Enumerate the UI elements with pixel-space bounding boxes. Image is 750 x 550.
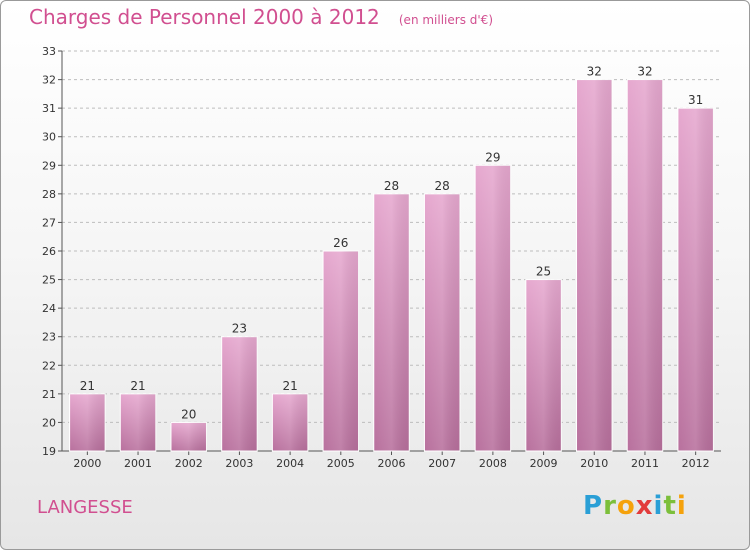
bar-shine: [525, 279, 562, 451]
data-label: 32: [637, 65, 652, 79]
title-row: Charges de Personnel 2000 à 2012 (en mil…: [29, 5, 493, 29]
bar-shine: [424, 193, 460, 451]
data-label: 20: [181, 407, 196, 421]
y-tick-label: 31: [42, 102, 56, 115]
y-tick-label: 19: [42, 445, 56, 458]
x-tick-label: 2005: [327, 457, 355, 470]
data-label: 23: [232, 322, 247, 336]
data-label: 26: [333, 236, 348, 250]
data-label: 32: [587, 65, 602, 79]
chart-subtitle: (en milliers d'€): [398, 13, 493, 27]
y-tick-labels: 19 20 21 22 23 24 25 26 27 28 29 30 31 32 33: [42, 45, 56, 458]
y-tick-label: 32: [42, 74, 56, 87]
x-tick-label: 2007: [428, 457, 456, 470]
y-tick-label: 24: [42, 302, 56, 315]
y-tick-label: 23: [42, 331, 56, 344]
x-tick-label: 2000: [73, 457, 101, 470]
bar-shine: [120, 393, 156, 451]
data-label: 29: [485, 150, 500, 164]
logo-letter: r: [603, 491, 617, 521]
bars: [69, 79, 714, 452]
data-label: 21: [130, 379, 145, 393]
data-label: 21: [282, 379, 297, 393]
y-tick-label: 29: [42, 159, 56, 172]
y-tick-label: 21: [42, 388, 56, 401]
x-tick-label: 2008: [479, 457, 507, 470]
y-tick-label: 25: [42, 274, 56, 287]
data-labels: 21 21 20 23 21 26 28 28 29 25 32 32 31: [80, 65, 704, 422]
data-label: 21: [80, 379, 95, 393]
bar-shine: [576, 79, 613, 452]
data-label: 25: [536, 265, 551, 279]
y-tick-label: 30: [42, 131, 56, 144]
logo-letter: i: [676, 491, 687, 521]
logo-letter: P: [583, 491, 604, 521]
logo-letter: x: [635, 491, 654, 521]
x-tick-label: 2001: [124, 457, 152, 470]
logo-letter: o: [616, 491, 636, 521]
bar-shine: [677, 108, 714, 452]
x-tick-label: 2004: [276, 457, 304, 470]
bar-shine: [373, 193, 410, 451]
y-tick-label: 27: [42, 216, 56, 229]
y-tick-label: 28: [42, 188, 56, 201]
data-label: 28: [384, 179, 399, 193]
y-tick-label: 26: [42, 245, 56, 258]
proxiti-logo[interactable]: Proxiti: [583, 491, 687, 521]
logo-letter: i: [653, 491, 664, 521]
data-label: 28: [435, 179, 450, 193]
bar-shine: [170, 422, 207, 451]
data-label: 31: [688, 93, 703, 107]
chart-title: Charges de Personnel 2000 à 2012: [29, 5, 380, 29]
bar-shine: [323, 251, 359, 451]
commune-name: LANGESSE: [37, 497, 133, 518]
x-tick-label: 2002: [175, 457, 203, 470]
x-tick-label: 2006: [378, 457, 406, 470]
y-tick-label: 22: [42, 359, 56, 372]
x-tick-labels: 2000 2001 2002 2003 2004 2005 2006 2007 2008 2009…: [73, 457, 709, 470]
bar-shine: [475, 165, 511, 452]
x-tick-label: 2011: [631, 457, 659, 470]
bar-shine: [69, 393, 106, 451]
logo-letter: t: [663, 491, 677, 521]
x-tick-label: 2009: [530, 457, 558, 470]
x-tick-label: 2010: [580, 457, 608, 470]
x-tick-label: 2012: [682, 457, 710, 470]
bar-shine: [272, 393, 308, 451]
x-tick-label: 2003: [225, 457, 253, 470]
y-tick-label: 20: [42, 416, 56, 429]
bar-shine: [221, 336, 258, 451]
gridlines: [62, 50, 721, 423]
y-tick-label: 33: [42, 45, 56, 58]
bar-shine: [627, 79, 663, 452]
